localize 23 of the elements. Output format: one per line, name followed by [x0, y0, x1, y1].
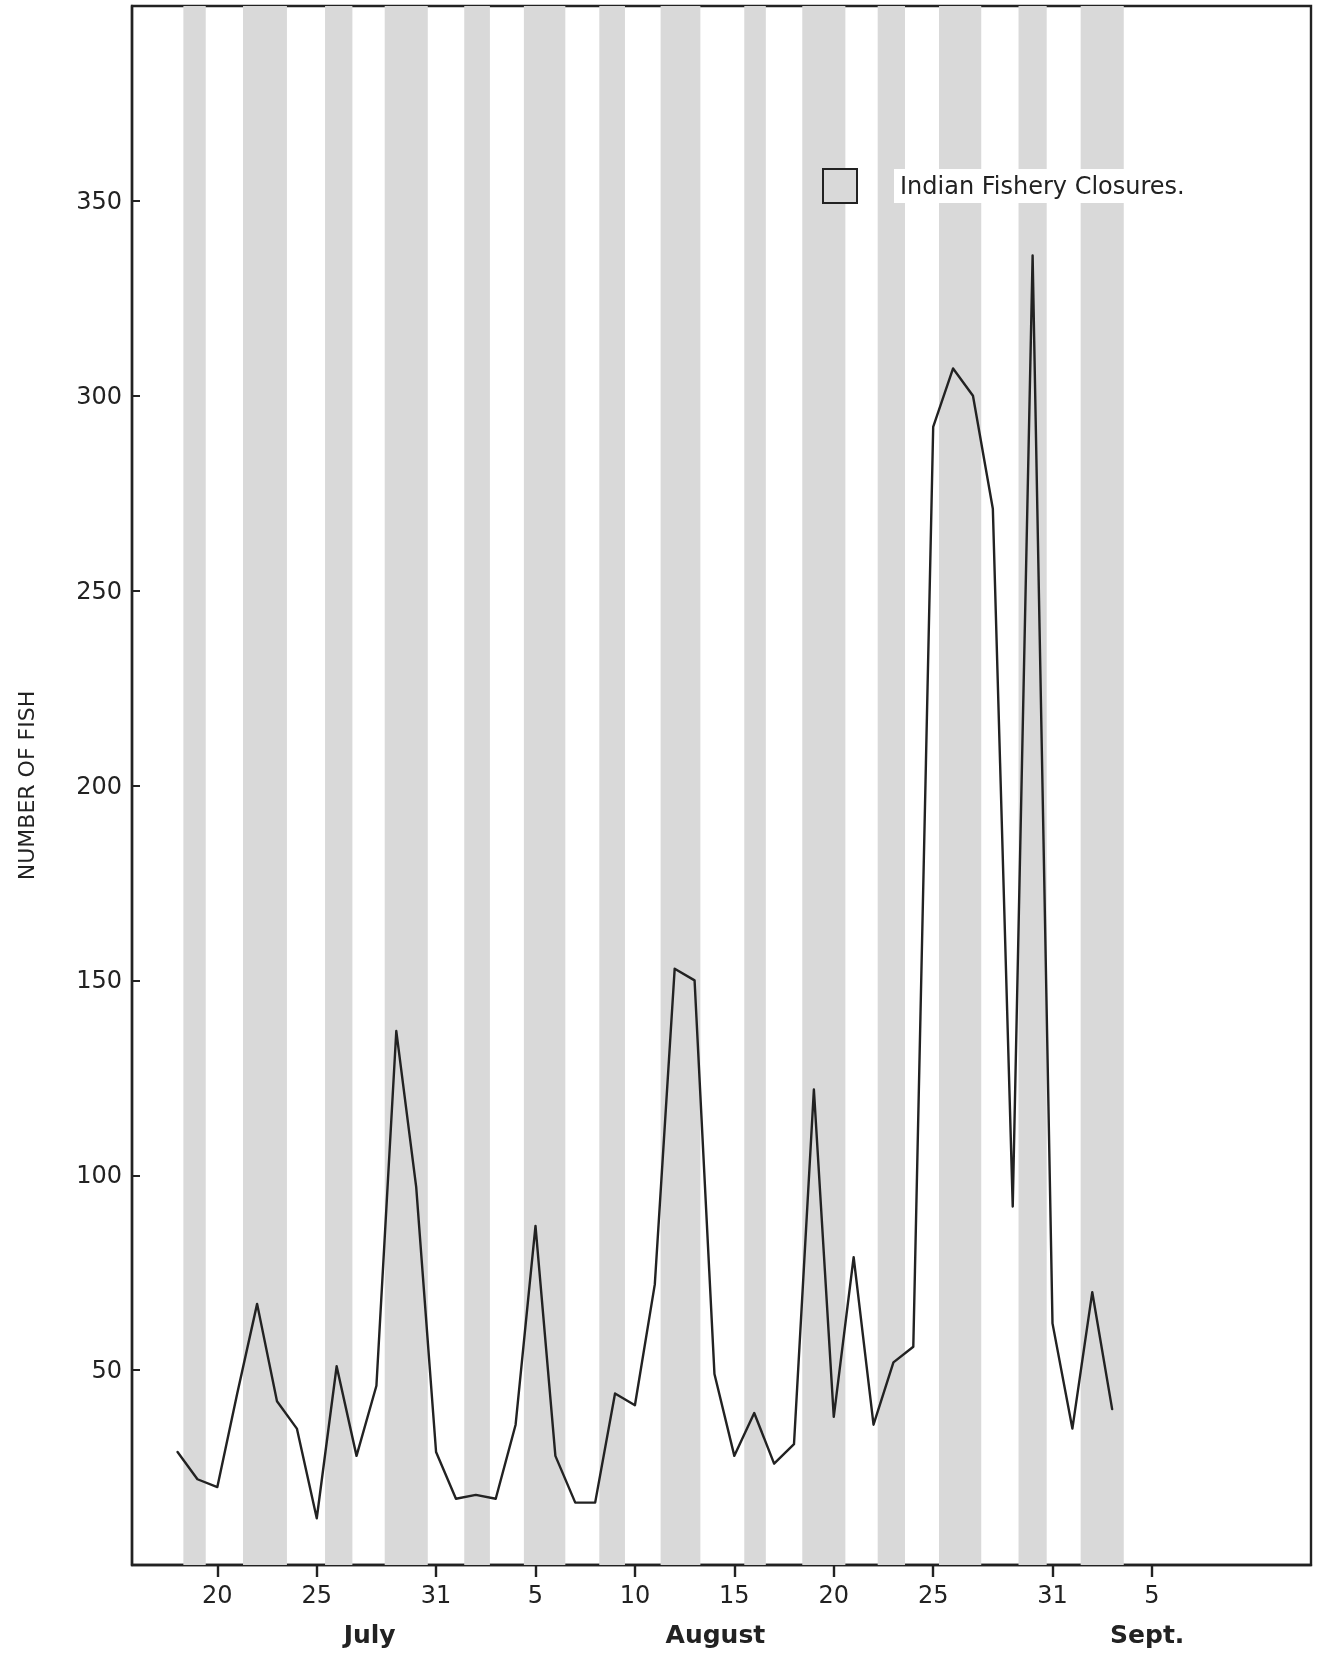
y-tick-label: 100	[76, 1161, 122, 1190]
annotation: Indian Fishery Closures.	[900, 172, 1185, 200]
text: Sept.	[1110, 1620, 1185, 1649]
y-tick-label: 50	[91, 1356, 122, 1385]
x-tick-label: 31	[1037, 1581, 1068, 1609]
y-tick-label: 300	[76, 381, 122, 410]
x-tick-label: 5	[527, 1581, 544, 1609]
y-axis-title: NUMBER OF FISH	[13, 690, 39, 881]
x-tick-label: 15	[719, 1581, 750, 1609]
line-series	[176, 254, 1114, 1520]
y-tick-label: 150	[76, 966, 122, 995]
y-tick-label: 350	[76, 186, 122, 215]
y-tick-label: 250	[76, 576, 122, 605]
y-tick-label: 200	[76, 771, 122, 800]
x-tick-label: 20	[202, 1581, 233, 1609]
x-tick-label: 31	[420, 1581, 452, 1609]
x-tick-label: 25	[301, 1581, 333, 1609]
text: August	[665, 1620, 766, 1649]
x-tick-label: 20	[818, 1581, 850, 1609]
x-tick-label: 10	[619, 1581, 651, 1609]
text: July	[341, 1620, 396, 1649]
x-tick-label: 5	[1144, 1581, 1160, 1609]
x-tick-label: 25	[917, 1581, 949, 1609]
